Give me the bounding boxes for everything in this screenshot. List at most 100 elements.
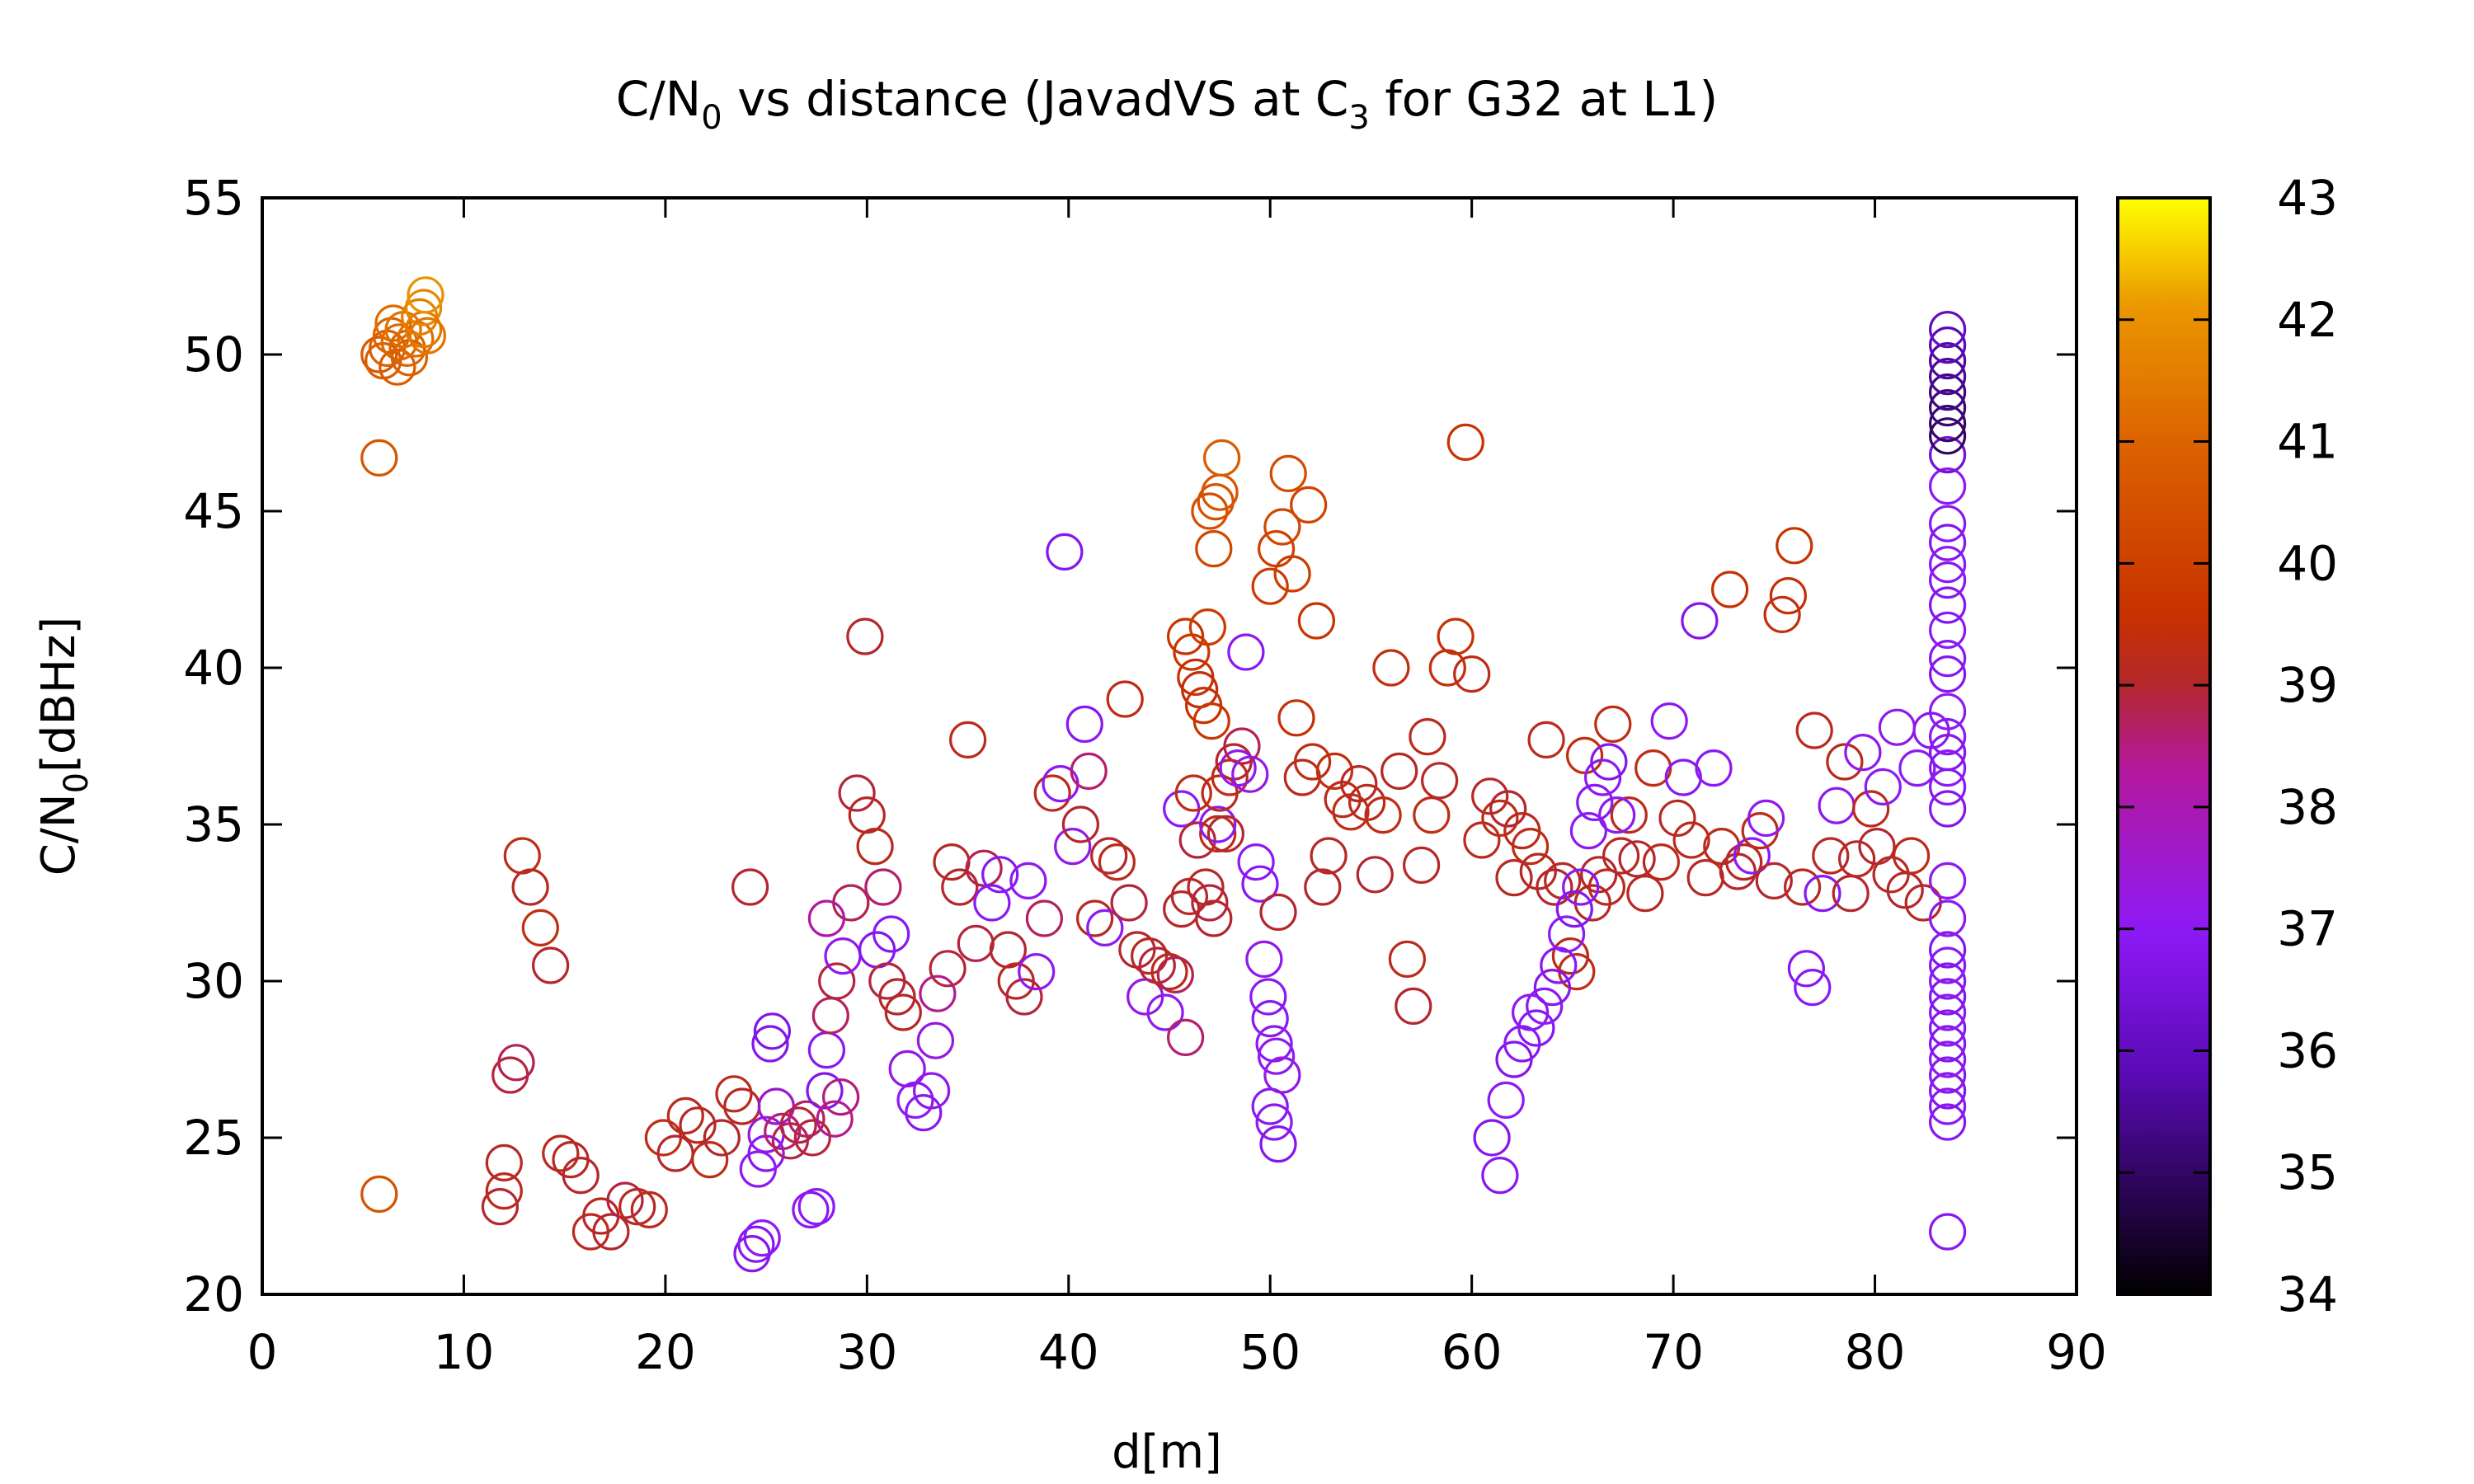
data-point [571, 1213, 610, 1251]
data-point [743, 1219, 781, 1257]
data-point [1188, 608, 1227, 646]
data-point [1231, 755, 1269, 793]
data-point [1929, 693, 1967, 730]
data-point [1893, 837, 1931, 875]
data-point [1297, 602, 1336, 640]
data-point [1005, 978, 1043, 1016]
data-point [1634, 749, 1672, 787]
plot-frame [261, 196, 2078, 1296]
data-point [1929, 717, 1967, 756]
y-tick-label: 35 [183, 796, 244, 852]
data-point [1409, 717, 1446, 756]
data-point [1511, 827, 1550, 866]
data-point [737, 1225, 775, 1263]
data-point [1929, 899, 1967, 937]
data-point [1929, 611, 1967, 650]
data-point [1527, 721, 1565, 759]
data-point [1025, 899, 1064, 937]
data-point [1583, 758, 1622, 796]
data-point [656, 1134, 694, 1172]
data-point [360, 336, 398, 373]
data-point [1929, 749, 1967, 787]
data-point [1106, 680, 1144, 718]
x-axis: 0 10 20 30 40 50 60 70 80 90 [247, 198, 2107, 1380]
data-point [1547, 915, 1586, 953]
data-point [1686, 858, 1724, 897]
data-point [1929, 993, 1967, 1031]
data-point [1565, 736, 1604, 775]
data-point [407, 276, 444, 314]
data-point [797, 1187, 835, 1226]
data-point [1929, 404, 1967, 443]
data-point [1481, 1156, 1519, 1195]
data-point [1626, 874, 1664, 913]
data-point [1263, 508, 1301, 546]
data-point [1818, 787, 1856, 824]
data-point [703, 1119, 741, 1157]
data-point [1929, 1213, 1967, 1251]
data-point [1610, 796, 1648, 834]
data-point [1251, 567, 1289, 605]
data-point [1562, 868, 1600, 906]
data-point [838, 774, 876, 812]
data-point [816, 1100, 854, 1138]
data-point [1075, 899, 1114, 937]
data-point [1929, 561, 1967, 599]
data-point [1130, 937, 1169, 975]
data-point [1784, 868, 1822, 906]
data-point [1929, 417, 1967, 455]
data-point [793, 1119, 831, 1157]
data-point [408, 317, 447, 355]
y-tick-label: 25 [183, 1110, 244, 1166]
data-point [1929, 1025, 1967, 1063]
data-point [1065, 705, 1103, 744]
data-point [1178, 821, 1216, 859]
data-point [1283, 758, 1321, 796]
y-tick-label: 40 [183, 640, 244, 696]
y-tick-label: 50 [183, 326, 244, 383]
data-point [1769, 576, 1807, 615]
data-point [1495, 858, 1533, 897]
data-point [1237, 843, 1275, 881]
x-tick-label: 70 [1643, 1324, 1704, 1380]
y-tick-label: 30 [183, 953, 244, 1009]
data-point [1598, 796, 1636, 834]
data-point [1787, 950, 1825, 988]
data-point [1199, 815, 1237, 853]
colorbar-tick-label: 41 [2277, 414, 2338, 470]
data-point [1471, 777, 1509, 815]
data-point [666, 1097, 704, 1135]
data-point [360, 1175, 398, 1214]
data-point [1395, 987, 1432, 1026]
data-point [1733, 837, 1771, 875]
data-point [531, 946, 570, 984]
data-point [1929, 931, 1967, 969]
data-point [1929, 946, 1967, 984]
data-point [1259, 1125, 1297, 1163]
data-point [1929, 342, 1967, 380]
data-point [941, 868, 979, 906]
data-point [1223, 727, 1261, 765]
data-point [562, 1156, 600, 1195]
data-point [1878, 708, 1916, 746]
data-point [511, 868, 549, 906]
data-point [1804, 874, 1841, 913]
data-point [1340, 764, 1378, 803]
data-point [878, 978, 916, 1016]
data-point [1929, 962, 1967, 1000]
data-point [1795, 711, 1833, 749]
data-point [1202, 439, 1241, 477]
data-point [1711, 571, 1749, 608]
data-point [821, 1078, 860, 1116]
data-point [1201, 473, 1239, 511]
data-point [948, 721, 987, 759]
data-point [723, 1087, 761, 1125]
data-point [679, 1106, 717, 1144]
data-point [1763, 595, 1801, 634]
chart-title: C/N0 vs distance (JavadVS at C3 for G32 … [616, 71, 1718, 137]
data-point [1681, 602, 1719, 640]
data-point [1929, 435, 1967, 474]
data-point [731, 868, 769, 906]
data-point [989, 931, 1028, 969]
